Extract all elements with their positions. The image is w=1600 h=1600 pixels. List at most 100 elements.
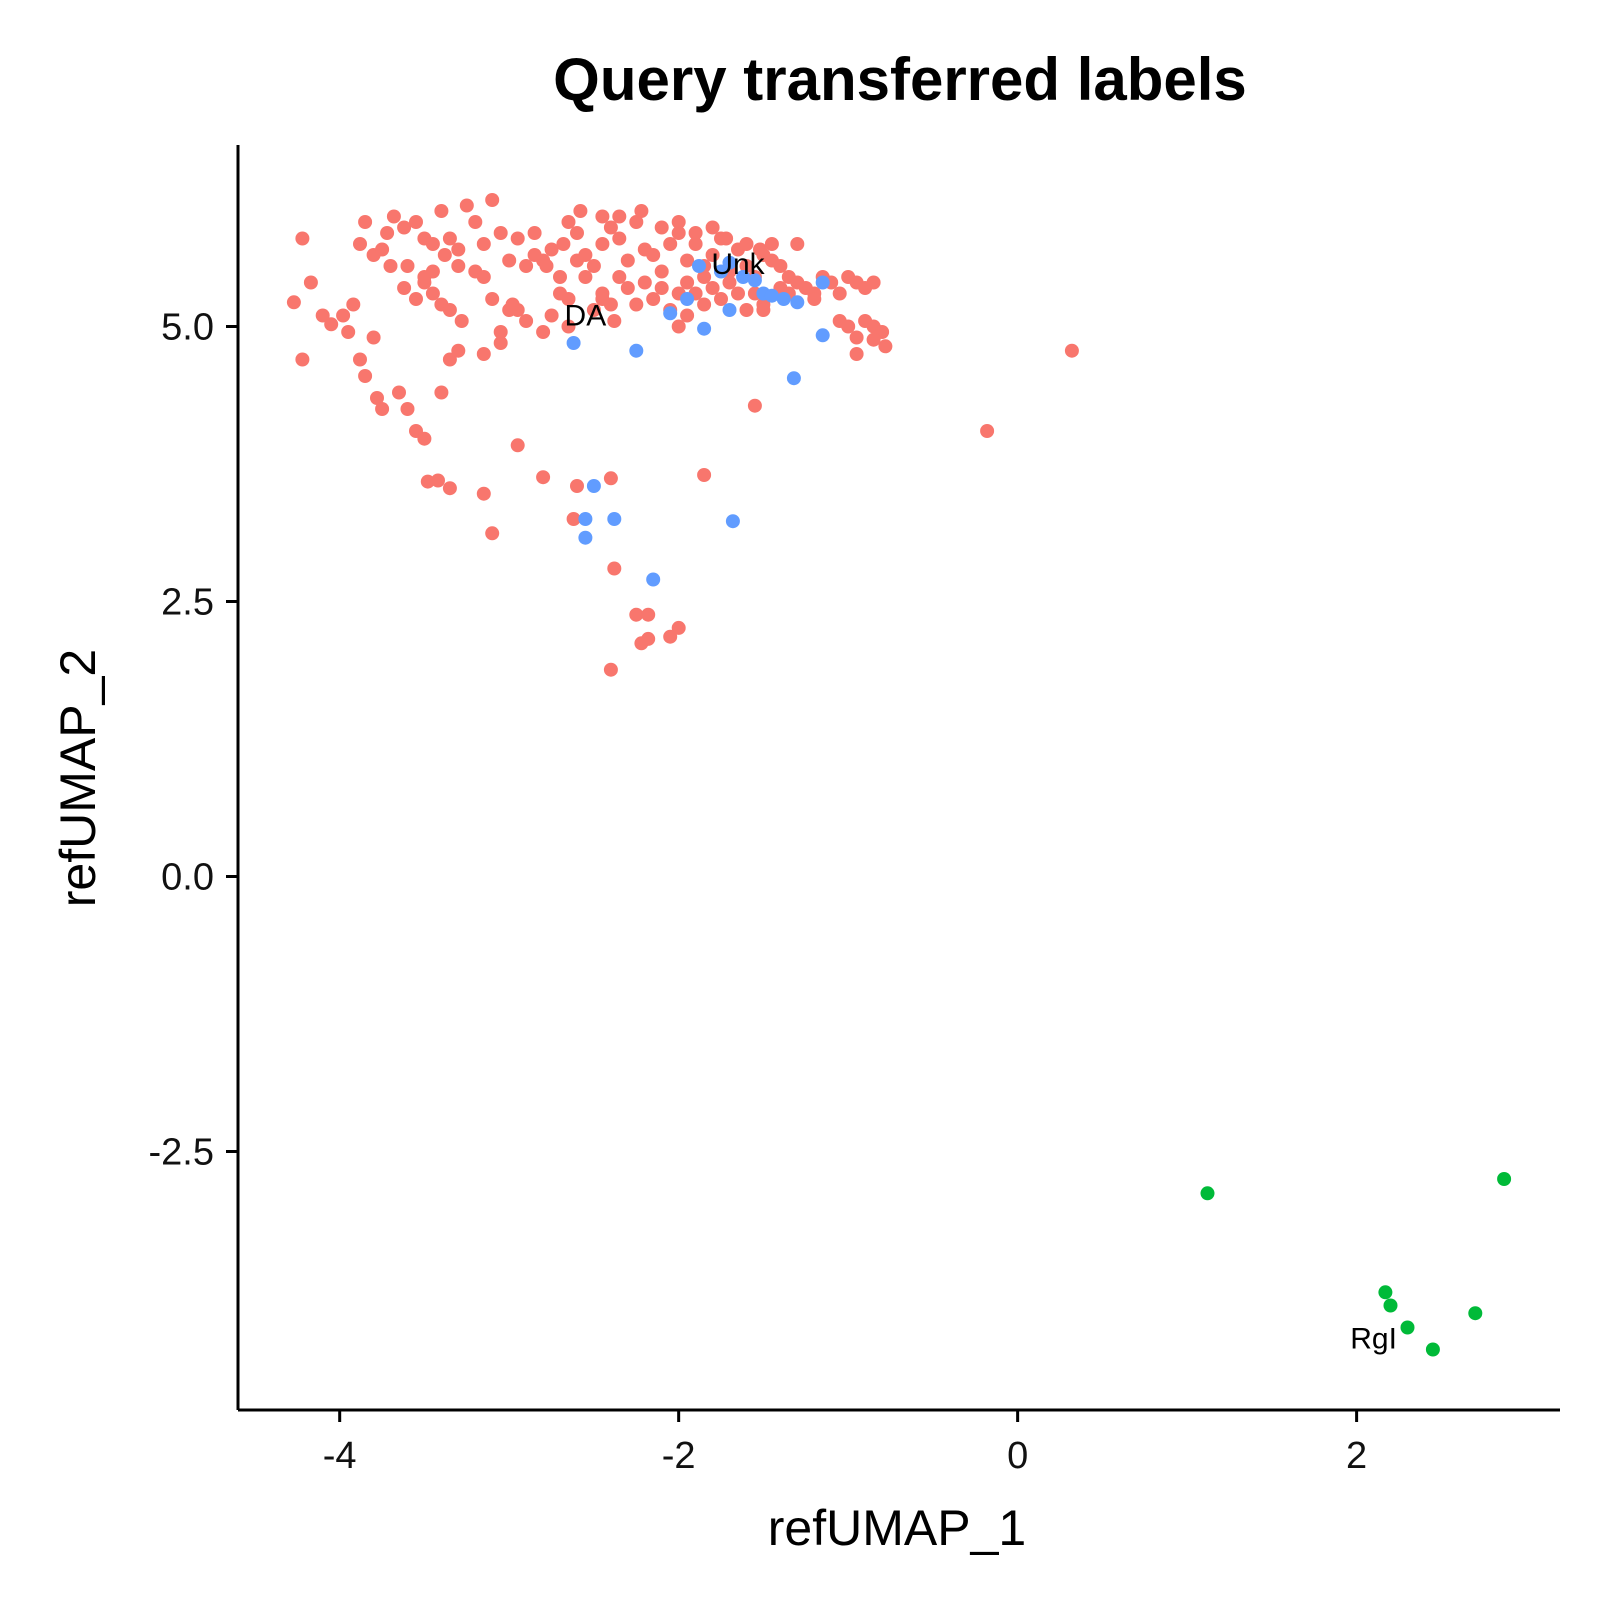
data-point (578, 530, 593, 545)
data-point (705, 281, 720, 295)
data-point (764, 288, 779, 303)
data-point (595, 209, 610, 224)
data-point (346, 297, 361, 312)
data-point (620, 281, 635, 295)
data-point (586, 479, 601, 493)
data-point (451, 259, 466, 273)
data-point (607, 314, 622, 328)
data-point (697, 321, 712, 336)
data-point (315, 308, 330, 323)
data-point (654, 220, 669, 235)
data-point (476, 270, 491, 284)
data-point (722, 303, 737, 317)
data-point (476, 237, 491, 251)
data-point (459, 198, 474, 213)
data-point (397, 281, 412, 295)
data-point (612, 270, 627, 284)
data-point (815, 275, 830, 290)
chart-title: Query transferred labels (553, 46, 1247, 113)
y-tick-label: 0.0 (161, 857, 214, 899)
data-point (380, 226, 395, 240)
data-point (420, 474, 435, 489)
x-tick-label: -2 (662, 1435, 696, 1477)
data-point (612, 209, 627, 224)
data-point (849, 347, 864, 361)
data-point (573, 204, 588, 218)
data-point (1400, 1320, 1415, 1335)
data-point (722, 255, 737, 270)
data-point (375, 402, 390, 416)
data-point (397, 220, 412, 235)
data-point (468, 215, 483, 229)
data-point (697, 297, 712, 312)
data-point (646, 292, 661, 306)
data-point (671, 319, 686, 334)
data-point (680, 308, 695, 323)
data-point (1200, 1186, 1215, 1201)
data-point (603, 471, 618, 486)
data-point (607, 561, 622, 576)
data-point (400, 259, 415, 273)
data-point (680, 292, 695, 306)
data-point (773, 259, 788, 273)
cluster-label: DA (565, 300, 607, 333)
data-point (654, 281, 669, 295)
data-point (502, 253, 517, 268)
data-point (663, 237, 678, 251)
data-point (756, 303, 771, 317)
data-point (451, 343, 466, 358)
data-point (431, 473, 445, 488)
data-point (629, 215, 644, 229)
data-point (736, 270, 751, 284)
data-point (586, 259, 601, 273)
data-point (719, 231, 734, 246)
x-ticks: -4 -2 0 2 (323, 1410, 1367, 1477)
data-point (566, 512, 581, 526)
data-point (866, 275, 881, 290)
data-point (386, 209, 401, 224)
data-point (671, 226, 686, 240)
data-point (553, 270, 567, 284)
data-point (663, 629, 678, 644)
data-point (295, 231, 310, 246)
data-point (578, 512, 593, 526)
data-point (739, 303, 754, 317)
data-point (697, 270, 712, 284)
data-point (561, 292, 576, 306)
data-point (841, 319, 856, 334)
data-point (692, 259, 706, 273)
data-point (570, 226, 584, 240)
data-point (607, 512, 622, 526)
data-point (370, 391, 384, 405)
data-point (671, 620, 686, 635)
data-point (1064, 343, 1079, 358)
data-point (595, 292, 610, 306)
data-point (603, 220, 618, 235)
data-point (336, 308, 351, 323)
data-point (753, 242, 767, 257)
data-point (425, 237, 440, 251)
data-point (544, 308, 559, 323)
data-point (612, 231, 627, 246)
data-point (527, 226, 542, 240)
data-point (739, 237, 754, 251)
data-point (425, 286, 440, 301)
y-tick-label: 2.5 (161, 582, 214, 624)
data-point (485, 292, 500, 306)
points-layer (286, 193, 1512, 1357)
data-point (425, 264, 440, 279)
x-tick-label: -4 (323, 1435, 357, 1477)
data-point (671, 215, 686, 229)
data-point (451, 242, 466, 257)
data-point (641, 607, 656, 622)
data-point (392, 385, 406, 400)
cluster-labels-layer: Unk DA RgI (565, 248, 1397, 1356)
data-point (544, 242, 559, 257)
data-point (739, 259, 754, 273)
data-point (790, 275, 805, 290)
data-point (815, 328, 830, 343)
data-point (485, 526, 500, 541)
data-point (409, 215, 423, 229)
